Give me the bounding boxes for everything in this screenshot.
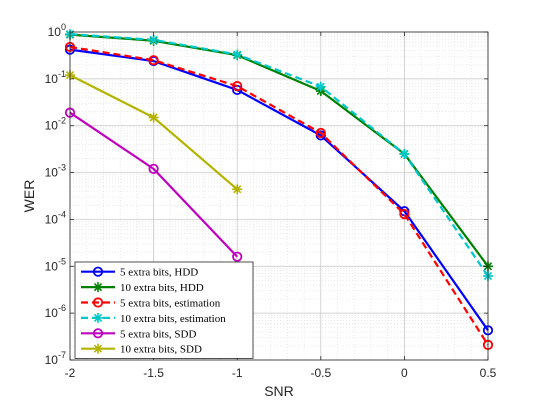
y-tick-label: 10-1 <box>45 69 66 86</box>
data-point <box>399 208 410 220</box>
y-tick-label: 10-5 <box>45 256 66 273</box>
legend-item: 5 extra bits, HDD <box>81 266 198 279</box>
series-line <box>69 33 489 277</box>
data-point <box>232 184 243 195</box>
x-tick-label: -2 <box>65 366 76 380</box>
marker-stroke <box>93 282 103 292</box>
legend-label: 10 extra bits, estimation <box>120 313 226 325</box>
marker-stroke <box>149 113 158 122</box>
data-point <box>232 49 243 60</box>
legend-marker <box>92 266 104 277</box>
x-tick-label: -1.5 <box>143 366 164 380</box>
y-tick-label: 10-2 <box>45 116 66 133</box>
plot-frame <box>69 31 489 361</box>
y-axis-label: WER <box>21 180 37 213</box>
marker-stroke <box>316 82 325 91</box>
data-point <box>148 112 159 123</box>
data-point <box>315 127 326 139</box>
legend-marker <box>93 282 103 293</box>
legend-item: 5 extra bits, estimation <box>81 297 221 310</box>
marker-stroke <box>93 344 103 353</box>
x-tick-label: 0.5 <box>480 366 497 380</box>
y-tick-labels: 100 10-1 10-2 10-3 10-4 10-5 10-6 10-7 <box>45 22 66 367</box>
x-axis-label: SNR <box>264 383 294 399</box>
legend-marker <box>93 343 103 354</box>
legend-item: 10 extra bits, HDD <box>81 282 204 294</box>
data-point <box>148 34 159 45</box>
legend-label: 5 extra bits, estimation <box>120 298 221 310</box>
legend-box <box>74 261 254 359</box>
x-tick-labels: -2 -1.5 -1 -0.5 0 0.5 <box>65 366 497 380</box>
legend: 5 extra bits, HDD 10 extra bits, HDD 5 ext… <box>74 261 254 359</box>
legend-item: 5 extra bits, SDD <box>81 328 196 340</box>
marker-stroke <box>149 35 158 44</box>
series-line <box>69 45 489 346</box>
legend-label: 10 extra bits, SDD <box>120 344 202 356</box>
legend-marker <box>93 312 103 323</box>
series-line <box>69 48 489 331</box>
data-point <box>148 163 159 174</box>
marker-stroke <box>400 149 409 159</box>
data-point <box>232 81 243 92</box>
y-tick-label: 10-3 <box>45 163 66 180</box>
marker-stroke <box>233 50 242 59</box>
legend-item: 10 extra bits, SDD <box>81 343 202 356</box>
x-tick-label: -1 <box>232 366 243 380</box>
x-tick-label: 0 <box>401 366 408 380</box>
legend-item: 10 extra bits, estimation <box>81 312 226 325</box>
data-point <box>315 81 326 92</box>
data-point <box>232 251 243 262</box>
data-point <box>232 84 243 96</box>
x-tick-label: -0.5 <box>310 366 331 380</box>
marker-stroke <box>233 185 242 194</box>
series-line <box>69 111 238 258</box>
y-tick-label: 100 <box>48 22 66 39</box>
series-3 <box>64 41 494 351</box>
data-point <box>148 55 159 66</box>
y-tick-label: 10-4 <box>45 209 66 226</box>
y-tick-label: 10-7 <box>45 350 66 367</box>
data-point <box>399 148 410 159</box>
legend-label: 5 extra bits, SDD <box>120 328 196 340</box>
legend-label: 5 extra bits, HDD <box>120 267 198 279</box>
marker-stroke <box>93 313 103 323</box>
y-tick-label: 10-6 <box>45 303 66 320</box>
legend-label: 10 extra bits, HDD <box>120 282 204 294</box>
legend-marker <box>92 328 104 339</box>
legend-marker <box>92 297 104 308</box>
